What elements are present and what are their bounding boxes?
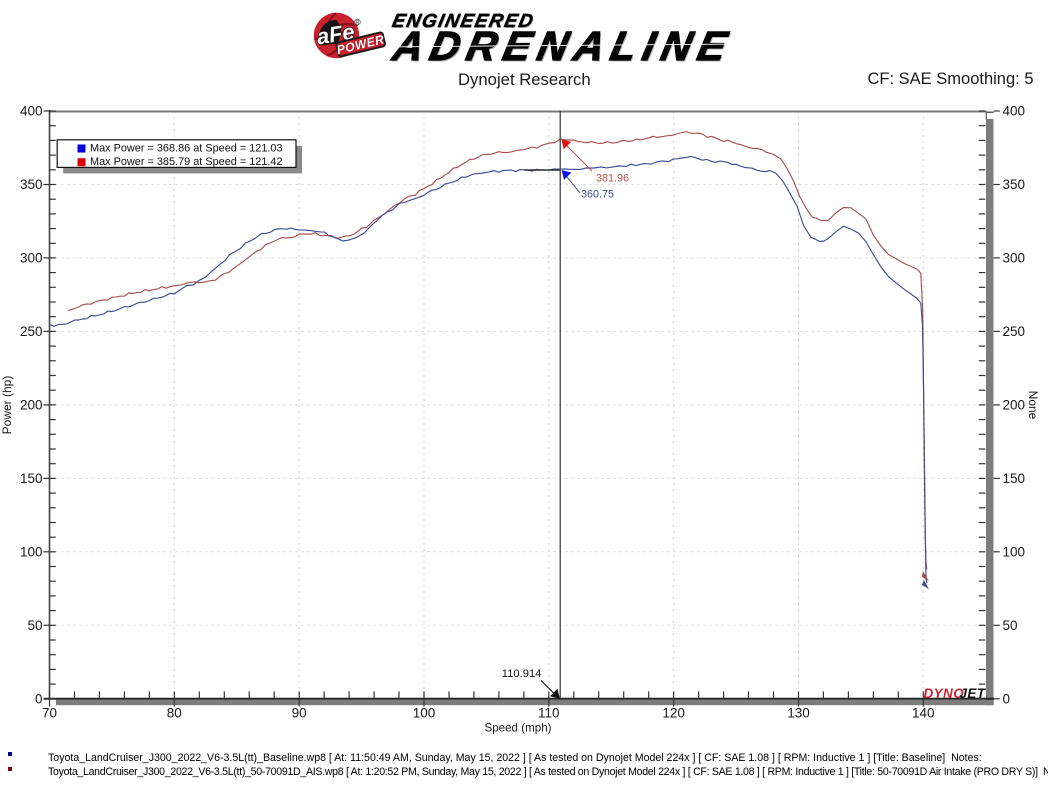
svg-text:150: 150: [20, 471, 43, 486]
svg-text:100: 100: [1003, 544, 1026, 559]
svg-text:0: 0: [35, 691, 43, 706]
svg-text:250: 250: [20, 324, 43, 339]
svg-text:140: 140: [912, 706, 935, 721]
svg-text:Speed (mph): Speed (mph): [484, 722, 551, 735]
svg-text:400: 400: [1003, 104, 1026, 119]
svg-text:100: 100: [413, 706, 436, 721]
svg-text:JET: JET: [960, 686, 987, 701]
svg-text:360.75: 360.75: [581, 189, 614, 201]
svg-text:350: 350: [20, 177, 43, 192]
svg-text:DYNO: DYNO: [924, 686, 965, 701]
svg-text:Max Power = 368.86 at Speed =: Max Power = 368.86 at Speed = 121.03: [90, 142, 283, 154]
svg-text:0: 0: [1003, 691, 1011, 706]
svg-text:50: 50: [1003, 618, 1018, 633]
svg-text:150: 150: [1003, 471, 1026, 486]
svg-text:50: 50: [27, 618, 42, 633]
svg-text:381.96: 381.96: [596, 173, 629, 185]
svg-text:Max Power = 385.79 at Speed =: Max Power = 385.79 at Speed = 121.42: [90, 156, 283, 168]
svg-text:100: 100: [20, 544, 43, 559]
svg-text:200: 200: [1003, 397, 1026, 412]
svg-text:110.914: 110.914: [502, 668, 542, 680]
svg-text:120: 120: [662, 706, 685, 721]
svg-text:130: 130: [787, 706, 810, 721]
svg-text:Power (hp): Power (hp): [0, 376, 14, 435]
svg-text:250: 250: [1003, 324, 1026, 339]
svg-text:400: 400: [20, 104, 43, 119]
svg-text:300: 300: [20, 250, 43, 265]
svg-text:R: R: [356, 20, 360, 26]
svg-text:70: 70: [42, 706, 57, 721]
svg-text:None: None: [1026, 391, 1040, 420]
svg-text:300: 300: [1003, 250, 1026, 265]
svg-text:200: 200: [20, 397, 43, 412]
svg-text:350: 350: [1003, 177, 1026, 192]
svg-text:90: 90: [292, 706, 307, 721]
svg-text:80: 80: [167, 706, 182, 721]
svg-text:110: 110: [538, 706, 560, 721]
